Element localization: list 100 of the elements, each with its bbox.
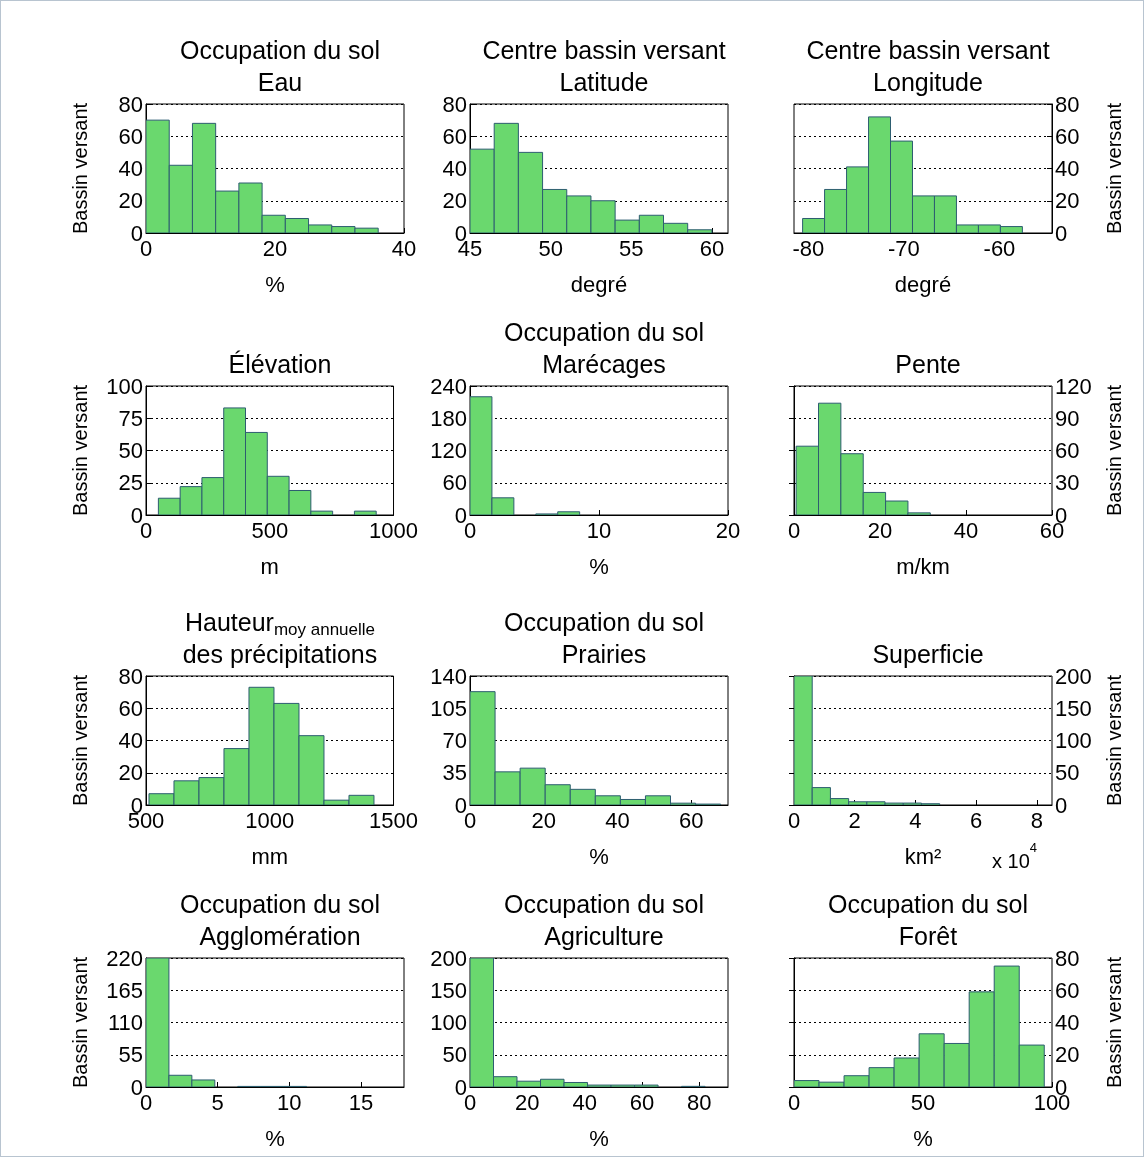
x-tick-label: 20 [262,235,288,261]
y-tick-label: 60 [442,470,467,496]
chart-title: Centre bassin versant Latitude [482,36,726,96]
x-tick-label: 20 [867,517,893,543]
y-axis-title: Bassin versant [69,384,91,517]
y-tick-label: 180 [430,405,467,431]
x-tick-label: 60 [699,235,725,261]
x-tick-label: 0 [787,517,801,543]
y-tick-label: 70 [442,728,467,753]
y-tick-label: 220 [106,945,143,971]
x-axis-title: % [589,1125,609,1151]
x-axis-title: mm [251,843,289,869]
x-axis-title: % [589,553,609,579]
y-tick-label: 25 [118,470,143,496]
y-axis-title: Bassin versant [1103,384,1125,517]
y-tick-label: 80 [118,91,143,117]
x-axis-title: degré [570,271,628,297]
y-tick-label: 40 [1055,156,1080,181]
y-tick-label: 20 [1055,188,1080,214]
y-axis-title: Bassin versant [69,102,91,235]
x-axis-title: degré [894,271,952,297]
y-tick-label: 80 [442,91,467,117]
y-tick-label: 90 [1055,405,1080,431]
x-tick-label: 20 [515,1089,540,1115]
x-tick-label: 8 [1030,807,1043,833]
x-tick-label: 4 [909,807,922,833]
x-tick-label: 50 [910,1089,936,1115]
y-tick-label: 50 [442,1042,467,1068]
y-axis-title: Bassin versant [1103,956,1125,1089]
x-axis-title: % [265,271,285,297]
x-axis-title: m [260,553,279,579]
y-tick-label: 100 [1055,728,1092,753]
x-tick-label: 60 [678,807,704,833]
y-tick-label: 30 [1055,470,1080,496]
x-tick-label: -70 [887,235,920,261]
x-tick-label: 10 [277,1089,302,1115]
x-axis-title: % [589,843,609,869]
y-tick-label: 60 [442,123,467,149]
y-tick-label: 120 [1055,373,1092,399]
x-tick-label: -60 [983,235,1016,261]
y-tick-label: 60 [1055,977,1080,1003]
chart-title: Superficie [872,640,984,668]
y-tick-label: 60 [1055,123,1080,149]
x-tick-label: 20 [531,807,556,833]
y-tick-label: 35 [442,760,467,786]
x-tick-label: 500 [251,517,289,543]
y-tick-label: 140 [430,663,467,689]
y-tick-label: 20 [118,760,143,786]
x-tick-label: 6 [969,807,983,833]
y-tick-label: 50 [118,438,143,463]
x-tick-label: 0 [787,1089,801,1115]
x-tick-label: -80 [792,235,825,261]
y-tick-label: 40 [442,156,467,181]
chart-title: Élévation [228,350,332,378]
x-tick-label: 40 [572,1089,597,1115]
y-tick-label: 200 [430,945,467,971]
y-tick-label: 165 [106,977,143,1003]
y-tick-label: 150 [430,977,467,1003]
y-tick-label: 50 [1055,760,1080,786]
y-tick-label: 40 [118,728,143,753]
y-axis-title: Bassin versant [69,956,91,1089]
x-tick-label: 1500 [369,807,419,833]
chart-title: Centre bassin versant Longitude [806,36,1050,96]
x-tick-label: 10 [586,517,612,543]
x-tick-label: 15 [348,1089,374,1115]
y-tick-label: 120 [430,438,467,463]
y-tick-label: 55 [118,1042,143,1068]
y-tick-label: 105 [430,695,467,721]
y-axis-title: Bassin versant [1103,102,1125,235]
x-tick-label: 50 [538,235,563,261]
x-tick-label: 0 [787,807,801,833]
x-tick-label: 40 [605,807,630,833]
chart-title: Occupation du sol Marécages [503,318,705,378]
y-axis-title: Bassin versant [1103,674,1125,807]
x-tick-label: 5 [211,1089,224,1115]
chart-title: Occupation du sol Agriculture [503,890,705,950]
x-tick-label: 1000 [245,807,295,833]
y-tick-label: 60 [118,695,143,721]
x-tick-label: 60 [629,1089,655,1115]
chart-title: Occupation du sol Agglomération [179,890,381,950]
y-tick-label: 75 [118,405,143,431]
y-tick-label: 150 [1055,695,1092,721]
chart-title: Occupation du sol Eau [179,36,381,96]
x-axis-title: % [913,1125,933,1151]
y-tick-label: 100 [430,1010,467,1035]
y-tick-label: 80 [1055,945,1080,971]
y-tick-label: 20 [1055,1042,1080,1068]
y-tick-label: 80 [1055,91,1080,117]
x-tick-label: 1000 [369,517,419,543]
y-tick-label: 100 [106,373,143,399]
y-tick-label: 110 [107,1010,143,1035]
chart-title: Pente [895,350,961,378]
x-tick-label: 2 [848,807,861,833]
chart-title: Occupation du sol Prairies [503,608,705,668]
x-tick-label: 40 [953,517,979,543]
y-axis-title: Bassin versant [69,674,91,807]
y-tick-label: 200 [1055,663,1092,689]
y-tick-label: 60 [118,123,143,149]
y-tick-label: 20 [442,188,467,214]
y-tick-label: 40 [118,156,143,181]
